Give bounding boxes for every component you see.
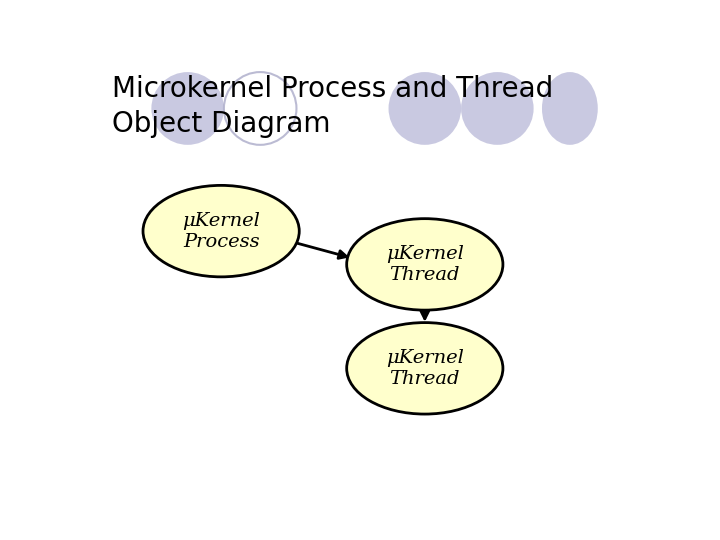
Ellipse shape	[151, 72, 224, 145]
Ellipse shape	[347, 219, 503, 310]
Text: μKernel
Process: μKernel Process	[182, 212, 260, 251]
Ellipse shape	[347, 322, 503, 414]
Text: μKernel
Thread: μKernel Thread	[386, 245, 464, 284]
Ellipse shape	[143, 185, 300, 277]
Ellipse shape	[389, 72, 461, 145]
Ellipse shape	[224, 72, 297, 145]
Ellipse shape	[542, 72, 598, 145]
Text: Microkernel Process and Thread
Object Diagram: Microkernel Process and Thread Object Di…	[112, 75, 554, 138]
Text: μKernel
Thread: μKernel Thread	[386, 349, 464, 388]
Ellipse shape	[461, 72, 534, 145]
